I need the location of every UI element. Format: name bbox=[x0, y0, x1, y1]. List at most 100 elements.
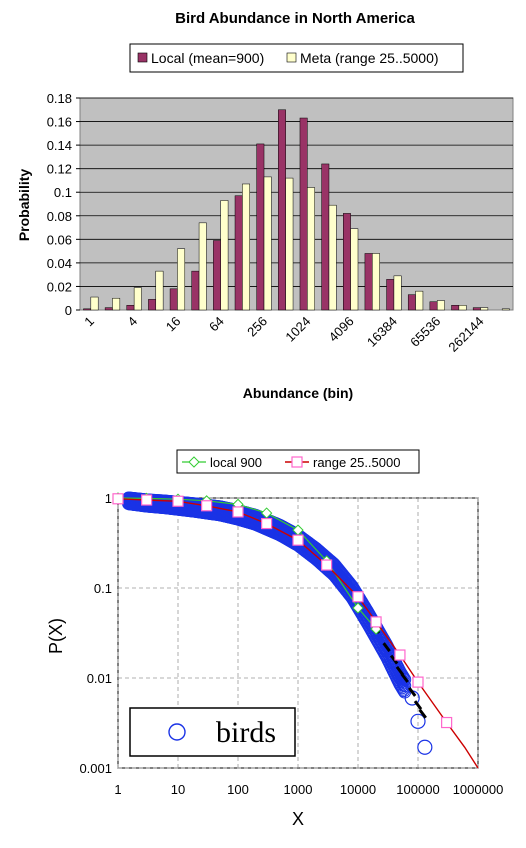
bar-x-tick-label: 64 bbox=[206, 314, 227, 335]
bar-x-tick-label: 65536 bbox=[407, 314, 443, 350]
bar-meta bbox=[242, 183, 250, 311]
range-point bbox=[321, 559, 333, 571]
black-dash-point bbox=[389, 654, 399, 665]
loglog-legend-label-local: local 900 bbox=[210, 455, 262, 470]
bar-y-tick-label: 0.18 bbox=[47, 91, 72, 106]
bar-x-tick-label: 1024 bbox=[282, 314, 313, 345]
loglog-legend: local 900 range 25..5000 bbox=[176, 449, 420, 474]
bar-local bbox=[104, 307, 113, 311]
loglog-x-axis-label: X bbox=[292, 809, 304, 829]
bar-local bbox=[234, 195, 243, 311]
bar-local bbox=[429, 301, 438, 311]
local-900-line bbox=[117, 497, 377, 630]
bar-x-tick-label: 16384 bbox=[364, 314, 400, 350]
bar-local bbox=[83, 308, 92, 311]
range-point bbox=[172, 495, 184, 507]
bar-gridlines bbox=[76, 97, 513, 311]
range-point bbox=[394, 649, 406, 661]
black-dash-point bbox=[418, 708, 427, 719]
bar-meta bbox=[133, 287, 142, 311]
range-point bbox=[112, 493, 124, 505]
bar-local bbox=[451, 305, 460, 311]
bar-legend-box bbox=[129, 43, 464, 73]
bar-y-tick-label: 0.06 bbox=[47, 232, 72, 247]
bar-y-tick-label: 0.16 bbox=[47, 115, 72, 130]
bar-y-tick-labels: 0 0.02 0.04 0.06 0.08 0.1 0.12 0.14 0.16 0.18 bbox=[47, 91, 72, 318]
bar-local bbox=[299, 117, 308, 311]
bar-local bbox=[472, 307, 481, 311]
bar-local bbox=[126, 305, 135, 311]
loglog-legend-marker-range bbox=[291, 456, 303, 468]
loglog-x-tick-label: 10000 bbox=[340, 782, 376, 797]
bar-meta bbox=[307, 187, 315, 311]
bar-local bbox=[321, 163, 330, 311]
bar-x-tick-label: 262144 bbox=[445, 314, 486, 355]
bar-meta bbox=[285, 177, 294, 311]
bar-x-tick-label: 4 bbox=[125, 314, 141, 330]
bar-legend-swatch-meta bbox=[286, 52, 297, 63]
bar-plot-area bbox=[79, 97, 514, 311]
birds-point bbox=[397, 671, 411, 685]
range-point bbox=[292, 534, 304, 546]
bar-marks bbox=[83, 109, 510, 311]
black-dash-point bbox=[413, 700, 423, 710]
black-dash-point bbox=[395, 665, 405, 676]
loglog-y-tick-labels: 0.001 0.01 0.1 1 bbox=[79, 491, 112, 776]
bar-meta bbox=[90, 296, 99, 311]
bar-legend: Local (mean=900) Meta (range 25..5000) bbox=[129, 43, 464, 73]
bar-legend-label-local: Local (mean=900) bbox=[151, 50, 264, 66]
birds-inset-label: birds bbox=[216, 716, 276, 749]
loglog-legend-label-range: range 25..5000 bbox=[313, 455, 400, 470]
bar-local bbox=[343, 213, 351, 311]
bar-meta bbox=[328, 204, 337, 311]
range-point bbox=[261, 517, 273, 530]
loglog-x-tick-label: 100000 bbox=[396, 782, 439, 797]
bar-meta bbox=[372, 253, 380, 311]
bar-meta bbox=[112, 297, 121, 311]
bar-local bbox=[364, 253, 373, 311]
birds-inset-legend: birds bbox=[129, 707, 296, 757]
bar-x-tick-labels: 1 4 16 64 256 1024 4096 16384 65536 262144 bbox=[81, 314, 486, 355]
bar-local bbox=[148, 299, 157, 311]
bar-meta bbox=[198, 222, 207, 311]
bar-y-tick-label: 0.14 bbox=[47, 138, 72, 153]
bar-local bbox=[169, 288, 178, 311]
loglog-marks bbox=[112, 491, 479, 769]
birds-inset-marker bbox=[168, 723, 186, 741]
bar-chart-title: Bird Abundance in North America bbox=[175, 10, 415, 27]
bar-meta bbox=[220, 200, 229, 311]
black-dash-point bbox=[382, 642, 391, 653]
bar-legend-swatch-local bbox=[137, 52, 148, 63]
bar-local bbox=[386, 279, 395, 311]
loglog-y-tick-label: 0.1 bbox=[94, 581, 112, 596]
loglog-x-tick-labels: 1 10 100 1000 10000 100000 1000000 bbox=[114, 782, 503, 797]
bar-meta bbox=[155, 270, 164, 311]
bar-x-tick-label: 256 bbox=[244, 314, 270, 340]
birds-point bbox=[395, 668, 409, 682]
bar-local bbox=[191, 270, 200, 311]
bar-meta bbox=[480, 307, 489, 311]
bar-legend-label-meta: Meta (range 25..5000) bbox=[300, 50, 439, 66]
bar-meta bbox=[177, 248, 186, 311]
loglog-y-tick-label: 1 bbox=[105, 491, 112, 506]
bar-meta bbox=[458, 305, 467, 311]
bar-local bbox=[278, 109, 286, 311]
bar-y-tick-label: 0.12 bbox=[47, 162, 72, 177]
bar-meta bbox=[436, 300, 445, 311]
loglog-y-tick-label: 0.001 bbox=[79, 761, 112, 776]
bar-y-tick-label: 0.04 bbox=[47, 256, 72, 271]
bar-x-tick-label: 16 bbox=[163, 314, 184, 335]
bar-meta bbox=[350, 228, 359, 311]
loglog-y-axis-label: P(X) bbox=[46, 618, 66, 654]
loglog-x-tick-label: 10 bbox=[171, 782, 185, 797]
bar-meta bbox=[263, 176, 272, 311]
range-point bbox=[412, 676, 424, 688]
black-dash-point bbox=[400, 673, 409, 683]
birds-point bbox=[410, 713, 426, 729]
bar-x-tick-label: 1 bbox=[81, 314, 97, 330]
loglog-x-tick-label: 1000000 bbox=[453, 782, 504, 797]
range-point bbox=[201, 500, 213, 512]
black-dash-point bbox=[407, 687, 417, 697]
range-point bbox=[370, 616, 382, 628]
bar-y-tick-label: 0.02 bbox=[47, 279, 72, 294]
